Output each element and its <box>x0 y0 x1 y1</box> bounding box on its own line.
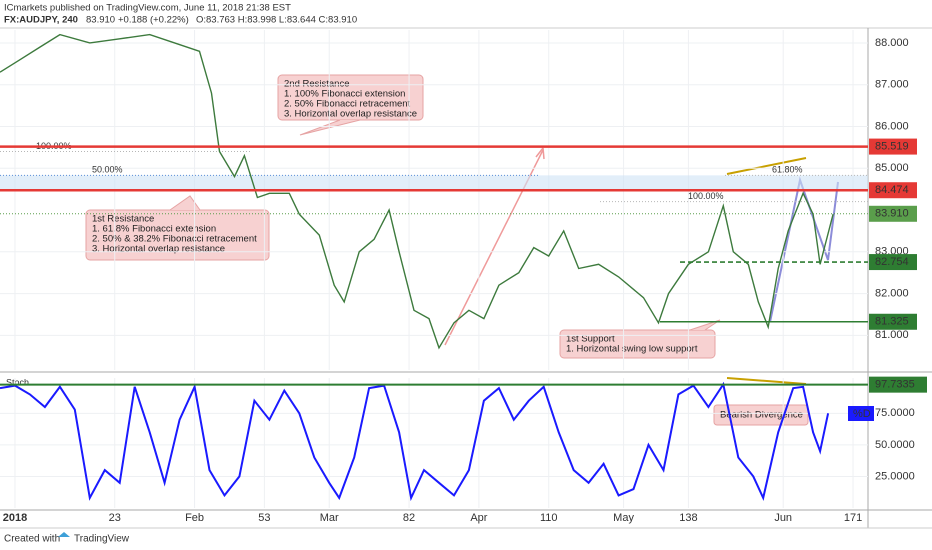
y-tick-label: 50.0000 <box>875 439 915 451</box>
series-line <box>0 381 830 502</box>
x-tick-label: Mar <box>320 512 339 524</box>
footer-brand: TradingView <box>74 534 130 545</box>
callout <box>169 195 201 211</box>
divergence-line <box>726 377 807 385</box>
trend-arrow-head <box>535 147 545 160</box>
annotation-text: 3. Horizontal overlap resistance <box>284 109 417 120</box>
series-line <box>0 33 834 350</box>
level-label: 82.754 <box>875 256 909 268</box>
level-tag <box>869 205 917 222</box>
annotation-text: 1. 100% Fibonacci extension <box>284 89 405 100</box>
last-price: 83.910 <box>86 15 115 26</box>
level-tag <box>869 254 917 271</box>
x-tick-label: Feb <box>185 512 204 524</box>
level-tag <box>869 182 917 199</box>
x-tick-label: Apr <box>470 512 487 524</box>
stoch-level-label: 97.7335 <box>875 379 915 391</box>
x-tick-label: 138 <box>679 512 697 524</box>
annotation-text: 2nd Resistance <box>284 79 349 90</box>
y-tick-label: 86.000 <box>875 120 909 132</box>
resistance-zone <box>0 175 868 191</box>
ohlc: O:83.763 H:83.998 L:83.644 C:83.910 <box>196 15 357 26</box>
x-tick-label: 171 <box>844 512 862 524</box>
change: +0.188 (+0.22%) <box>118 15 189 26</box>
level-label: 83.910 <box>875 208 909 220</box>
level-label: 84.474 <box>875 184 909 196</box>
y-tick-label: 25.0000 <box>875 470 915 482</box>
annotation-text: Bearish Divergence <box>720 410 803 421</box>
divergence-line <box>726 157 807 175</box>
x-tick-label: 53 <box>258 512 270 524</box>
annotation-text: 1. Horizontal swing low support <box>566 344 698 355</box>
logo <box>58 532 70 537</box>
x-tick-label: 23 <box>109 512 121 524</box>
y-tick-label: 82.000 <box>875 287 909 299</box>
annotation-box <box>713 404 809 426</box>
legend-tag <box>848 406 874 421</box>
stoch-title: Stoch <box>6 377 29 387</box>
x-tick-label: 82 <box>403 512 415 524</box>
annotation-box <box>559 329 716 359</box>
y-tick-label: 75.0000 <box>875 407 915 419</box>
annotation-text: 1st Resistance <box>92 214 154 225</box>
level-label: 85.519 <box>875 140 909 152</box>
annotation-text: 1st Support <box>566 334 615 345</box>
annotation-text: 2. 50% & 38.2% Fibonacci retracement <box>92 234 257 245</box>
level-tag <box>869 138 917 155</box>
fib-label: 61.80% <box>772 165 803 175</box>
y-tick-label: 81.000 <box>875 329 909 341</box>
footer-created: Created with <box>4 534 60 545</box>
stoch-level-tag <box>869 376 927 393</box>
annotation-text: 1. 61.8% Fibonacci extension <box>92 224 216 235</box>
x-tick-label: 2018 <box>3 512 27 524</box>
x-tick-label: Jun <box>774 512 792 524</box>
y-tick-label: 87.000 <box>875 79 909 91</box>
annotation-text: 3. Horizontal overlap resistance <box>92 244 225 255</box>
x-tick-label: May <box>613 512 634 524</box>
annotation-text: 2. 50% Fibonacci retracement <box>284 99 411 110</box>
y-tick-label: 88.000 <box>875 37 909 49</box>
x-tick-label: 110 <box>540 512 558 524</box>
level-tag <box>869 313 917 330</box>
publisher: ICmarkets published on TradingView.com, … <box>4 3 291 14</box>
level-label: 81.325 <box>875 316 909 328</box>
legend-entry: %D <box>853 408 871 420</box>
symbol: FX:AUDJPY, 240 <box>4 15 78 26</box>
y-tick-label: 85.000 <box>875 162 909 174</box>
fib-label: 50.00% <box>92 165 123 175</box>
callout <box>299 119 361 136</box>
fib-label: 100.00% <box>688 191 724 201</box>
